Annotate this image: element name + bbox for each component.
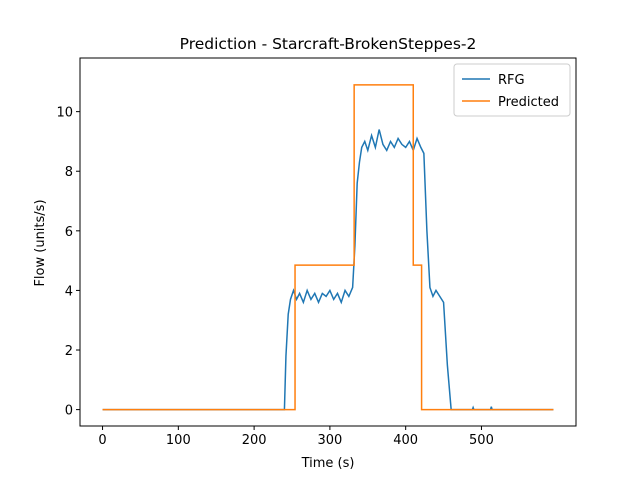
- x-tick-label: 100: [166, 433, 191, 448]
- series-line: [102, 84, 554, 411]
- x-tick-label: 400: [393, 433, 418, 448]
- y-tick-label: 10: [56, 106, 73, 121]
- legend-label: Predicted: [498, 95, 559, 110]
- series-line: [102, 129, 554, 411]
- legend-label: RFG: [498, 73, 525, 88]
- legend-box: [453, 63, 571, 117]
- y-tick-label: 4: [65, 284, 73, 299]
- x-tick-label: 300: [317, 433, 342, 448]
- y-tick-label: 6: [65, 225, 73, 240]
- y-tick-label: 2: [65, 344, 73, 359]
- chart-title: Prediction - Starcraft-BrokenSteppes-2: [180, 35, 477, 53]
- y-axis-label: Flow (units/s): [33, 199, 48, 286]
- plot-frame: [79, 57, 577, 427]
- x-axis-label: Time (s): [301, 456, 355, 471]
- x-tick-label: 500: [469, 433, 494, 448]
- y-tick-label: 0: [65, 404, 73, 419]
- y-tick-label: 8: [65, 165, 73, 180]
- x-tick-label: 0: [98, 433, 106, 448]
- x-tick-label: 200: [242, 433, 267, 448]
